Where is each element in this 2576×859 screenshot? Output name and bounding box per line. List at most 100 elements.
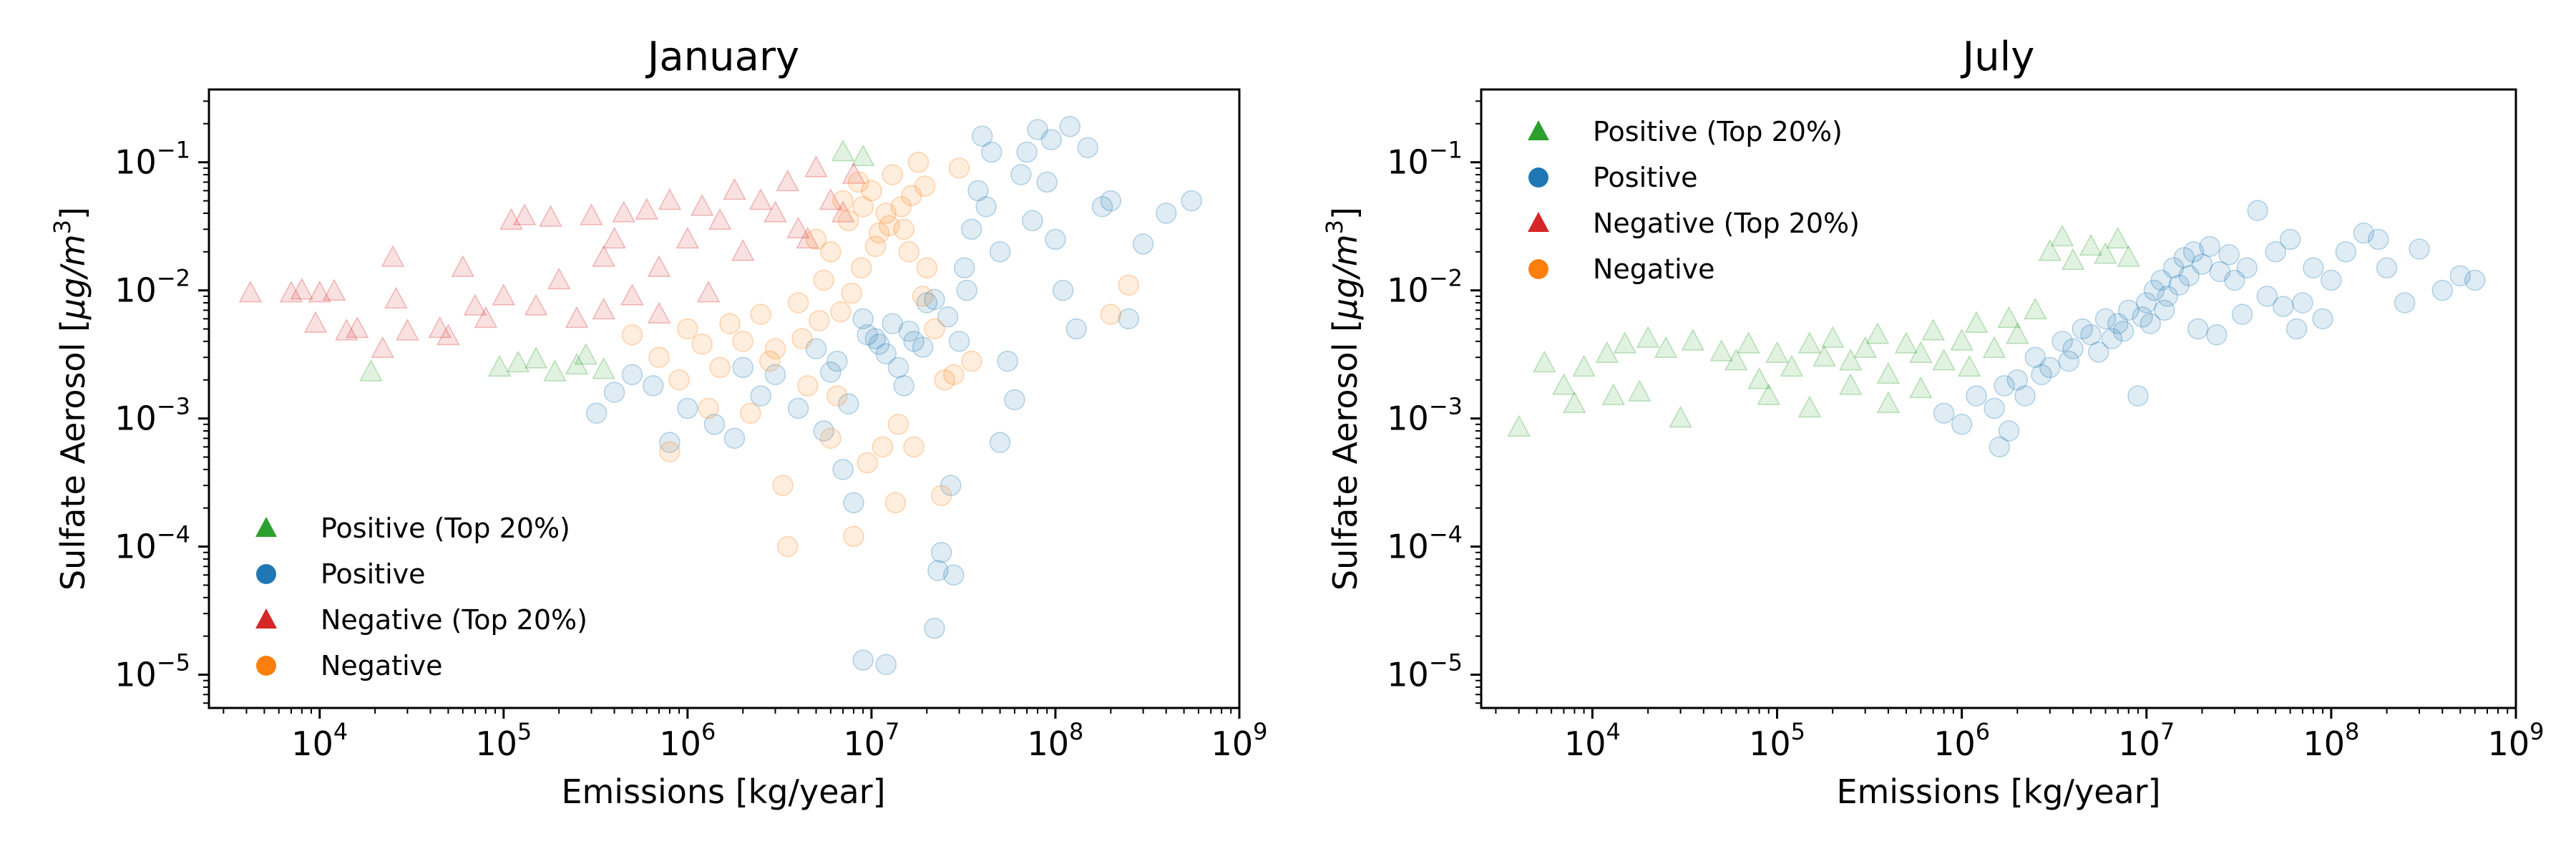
data-point	[903, 436, 924, 458]
data-point	[1065, 318, 1087, 340]
data-point	[989, 241, 1011, 263]
data-point	[1155, 203, 1177, 224]
y-axis: 10−5 10−4 10−3 10−2 10−1	[114, 100, 209, 704]
data-point	[731, 239, 755, 261]
data-point	[603, 382, 625, 403]
data-point	[872, 436, 894, 458]
data-point	[1563, 391, 1586, 413]
y-tick-label: 10−4	[114, 521, 190, 566]
data-point	[813, 420, 834, 442]
data-point	[2231, 304, 2253, 325]
data-point	[2072, 318, 2093, 340]
data-point	[345, 316, 369, 339]
data-point	[279, 281, 303, 303]
data-point	[1853, 336, 1877, 358]
legend-label: Negative	[321, 650, 443, 681]
data-point	[797, 375, 819, 397]
data-point	[764, 338, 786, 359]
data-point	[2303, 257, 2324, 278]
legend-item-negative: Negative	[1528, 253, 1715, 285]
data-point	[1797, 395, 1822, 418]
data-point	[857, 452, 878, 474]
data-point	[709, 356, 731, 379]
data-point	[1984, 397, 2005, 419]
data-point	[703, 414, 726, 435]
legend-label: Negative (Top 20%)	[321, 604, 587, 636]
data-point	[592, 297, 615, 320]
data-point	[2178, 265, 2200, 287]
data-point	[1933, 402, 1955, 424]
data-point	[621, 364, 643, 386]
data-point	[916, 257, 938, 278]
data-point	[927, 560, 949, 581]
x-axis-label: Emissions [kg/year]	[561, 772, 885, 811]
plot-frame	[1480, 88, 2517, 709]
data-points	[238, 116, 1203, 676]
data-point	[2376, 257, 2398, 278]
data-point	[831, 200, 855, 223]
data-point	[2006, 369, 2029, 391]
data-point	[2247, 200, 2268, 221]
data-point	[924, 318, 945, 340]
data-point	[1757, 383, 1780, 405]
data-point	[875, 343, 897, 364]
data-point	[2449, 265, 2472, 287]
legend-item-negative-top20: Negative (Top 20%)	[255, 604, 587, 636]
y-axis-label: Sulfate Aerosol [μg/m3]	[1321, 207, 1365, 591]
data-point	[861, 180, 882, 202]
data-point	[732, 356, 753, 379]
data-point	[930, 485, 952, 507]
y-tick-label: 10−2	[114, 265, 190, 310]
data-point	[492, 283, 516, 306]
chart-title: July	[1961, 34, 2035, 80]
data-point	[580, 203, 603, 225]
data-point	[937, 306, 959, 328]
data-point	[2285, 318, 2308, 340]
data-point	[1654, 336, 1678, 358]
data-point	[805, 228, 827, 251]
data-point	[924, 618, 945, 639]
data-point	[1894, 331, 1918, 354]
data-point	[2157, 286, 2178, 307]
data-point	[1669, 406, 1692, 428]
legend-label: Positive (Top 20%)	[321, 513, 570, 544]
data-point	[898, 241, 920, 263]
x-tick-label: 109	[1211, 718, 1268, 763]
data-point	[723, 178, 746, 200]
data-point	[396, 319, 419, 341]
data-point	[1533, 350, 1556, 373]
data-point	[303, 311, 328, 333]
data-point	[463, 293, 487, 316]
data-point	[1966, 385, 1987, 407]
data-point	[612, 200, 635, 223]
x-axis: 104 105 106 107 108 109	[223, 708, 1267, 763]
data-point	[916, 292, 938, 314]
y-tick-label: 10−3	[114, 393, 190, 438]
legend-label: Positive	[321, 558, 426, 590]
data-point	[308, 281, 332, 303]
data-point	[943, 364, 965, 386]
x-tick-label: 108	[2303, 718, 2359, 763]
data-point	[852, 308, 874, 330]
data-point	[1118, 308, 1139, 330]
data-point	[843, 525, 864, 548]
data-point	[647, 255, 671, 277]
data-point	[2094, 242, 2117, 264]
data-point	[2154, 299, 2175, 321]
data-point	[2409, 238, 2430, 260]
data-point	[2150, 269, 2172, 291]
x-tick-label: 104	[1564, 718, 1621, 763]
data-point	[850, 257, 872, 278]
data-point	[2080, 324, 2102, 346]
plot-frame	[208, 88, 1241, 709]
data-point	[322, 278, 346, 301]
data-point	[1997, 306, 2021, 329]
data-point	[2062, 338, 2084, 359]
data-point	[2187, 318, 2209, 340]
x-tick-label: 106	[1933, 718, 1990, 763]
data-point	[2101, 328, 2123, 349]
data-point	[2050, 224, 2074, 247]
data-point	[1876, 361, 1901, 384]
data-point	[759, 350, 781, 372]
data-point	[2038, 239, 2062, 261]
